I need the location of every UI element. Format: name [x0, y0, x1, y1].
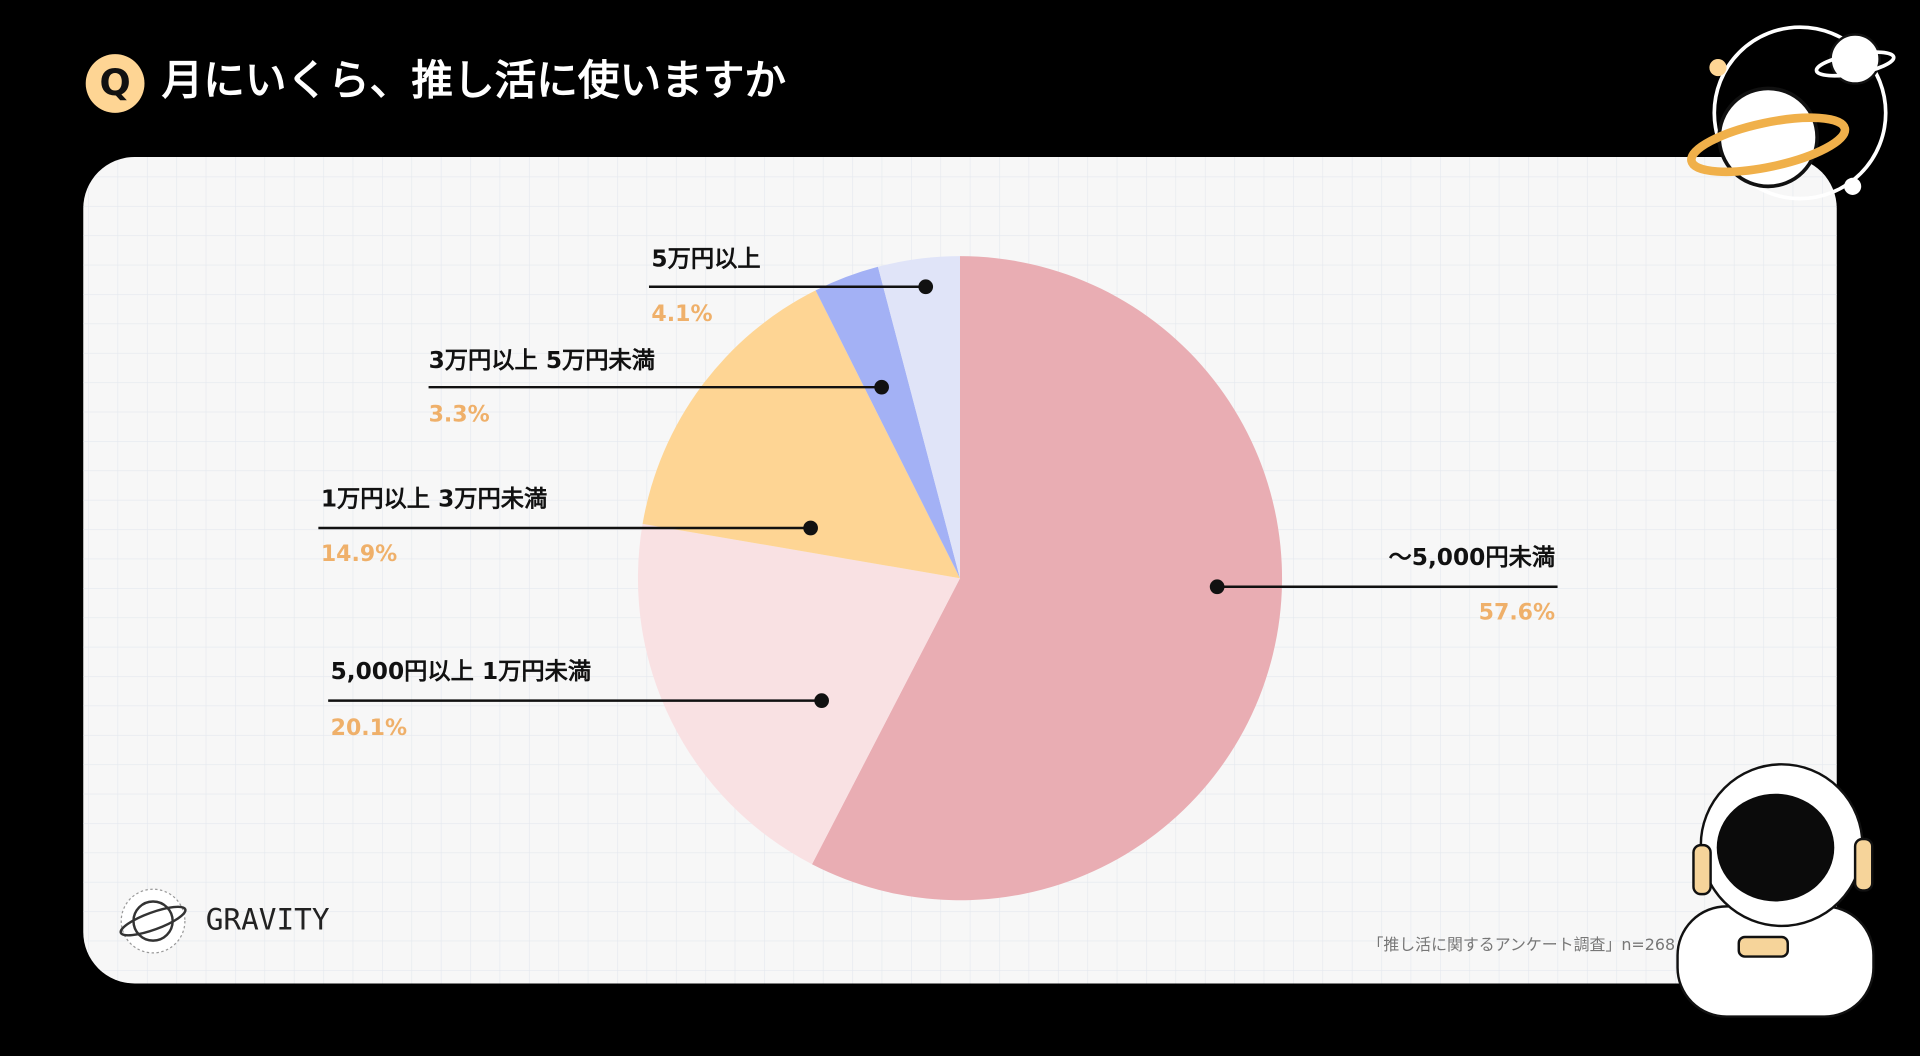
slice-value-label: 14.9%	[321, 542, 397, 567]
brand: GRAVITY	[206, 903, 330, 937]
slice-value-label: 3.3%	[429, 402, 490, 427]
leader-dot	[1209, 579, 1225, 595]
planet-decoration	[1687, 25, 1896, 201]
slice-label: 1万円以上 3万円未満	[321, 485, 547, 512]
leader-dot	[874, 379, 889, 395]
badge-circle	[85, 54, 145, 113]
slice-value-label: 57.6%	[1479, 601, 1555, 626]
brand-logo	[119, 888, 187, 954]
pie-slice	[811, 256, 1283, 901]
source-note: 「推し活に関するアンケート調査」n=268	[1367, 935, 1675, 954]
chart-title: 月にいくら、推し活に使いますか	[162, 56, 786, 105]
slice-label: ～5,000円未満	[1389, 544, 1556, 571]
pie-slice	[815, 266, 960, 579]
slice-label: 5,000円以上 1万円未満	[331, 658, 592, 685]
slice-value-label: 4.1%	[651, 302, 712, 327]
leader-dot	[918, 279, 934, 295]
leader-dot	[814, 693, 829, 708]
badge: Q	[99, 61, 130, 104]
pie-slice	[642, 290, 960, 579]
slice-value-label: 20.1%	[331, 716, 407, 741]
pie-slice	[637, 523, 960, 865]
slice-label: 5万円以上	[651, 245, 760, 272]
pie-slice	[877, 256, 960, 579]
astronaut-decoration	[1676, 763, 1875, 1018]
slice-label: 3万円以上 5万円未満	[429, 347, 655, 374]
leader-dot	[803, 520, 818, 536]
